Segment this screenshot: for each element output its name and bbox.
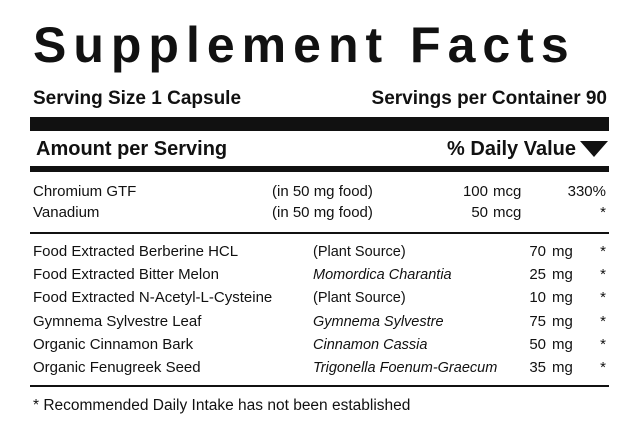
ingredient-dv: * (600, 359, 606, 376)
ingredient-source: Cinnamon Cassia (313, 336, 428, 353)
medium-rule (30, 166, 609, 172)
ingredient-name: Food Extracted Berberine HCL (33, 243, 239, 260)
ingredient-dv: * (600, 312, 606, 330)
ingredient-unit: mg (552, 243, 573, 260)
daily-value-header: % Daily Value (447, 138, 576, 160)
footnote: * Recommended Daily Intake has not been … (33, 397, 411, 414)
ingredient-name: Gymnema Sylvestre Leaf (33, 312, 202, 330)
ingredient-name: Organic Cinnamon Bark (33, 335, 194, 353)
ingredient-amount: 25 (529, 266, 546, 284)
nutrient-basis: (in 50 mg food) (272, 204, 373, 221)
ingredient-amount: 70 (529, 243, 546, 260)
ingredient-unit: mg (552, 335, 573, 353)
ingredient-unit: mg (552, 266, 573, 284)
nutrient-amount: 50 (471, 204, 488, 221)
nutrient-basis: (in 50 mg food) (272, 183, 373, 200)
ingredient-source: Momordica Charantia (313, 267, 452, 284)
serving-size: Serving Size 1 Capsule (33, 88, 242, 109)
ingredient-source: Gymnema Sylvestre (313, 313, 444, 330)
nutrient-name: Chromium GTF (33, 183, 137, 200)
ingredient-source: (Plant Source) (313, 244, 406, 260)
rule (30, 385, 609, 387)
ingredient-name: Food Extracted N-Acetyl-L-Cysteine (33, 289, 273, 307)
nutrient-amount: 100 (462, 183, 488, 200)
nutrient-unit: mcg (493, 204, 522, 221)
ingredient-name: Food Extracted Bitter Melon (33, 266, 219, 284)
ingredient-amount: 75 (529, 312, 546, 330)
ingredient-amount: 10 (529, 289, 546, 307)
ingredient-source: Trigonella Foenum-Graecum (313, 360, 498, 376)
ingredient-dv: * (600, 335, 606, 353)
thick-rule (30, 117, 609, 131)
nutrient-unit: mcg (493, 183, 522, 200)
nutrient-dv: * (600, 204, 606, 221)
ingredient-dv: * (600, 289, 606, 307)
rule (30, 232, 609, 234)
ingredient-amount: 50 (529, 335, 546, 353)
ingredient-name: Organic Fenugreek Seed (33, 359, 201, 376)
nutrient-name: Vanadium (33, 204, 100, 221)
ingredient-amount: 35 (529, 359, 546, 376)
ingredient-dv: * (600, 266, 606, 284)
title: Supplement Facts (33, 17, 576, 73)
ingredient-unit: mg (552, 312, 573, 330)
ingredient-unit: mg (552, 289, 573, 307)
ingredient-source: (Plant Source) (313, 290, 406, 307)
nutrient-dv: 330% (567, 183, 606, 200)
ingredient-unit: mg (552, 359, 573, 376)
triangle-icon (580, 141, 608, 157)
servings-per-container: Servings per Container 90 (371, 88, 607, 109)
ingredient-dv: * (600, 243, 606, 260)
amount-header: Amount per Serving (36, 138, 228, 160)
